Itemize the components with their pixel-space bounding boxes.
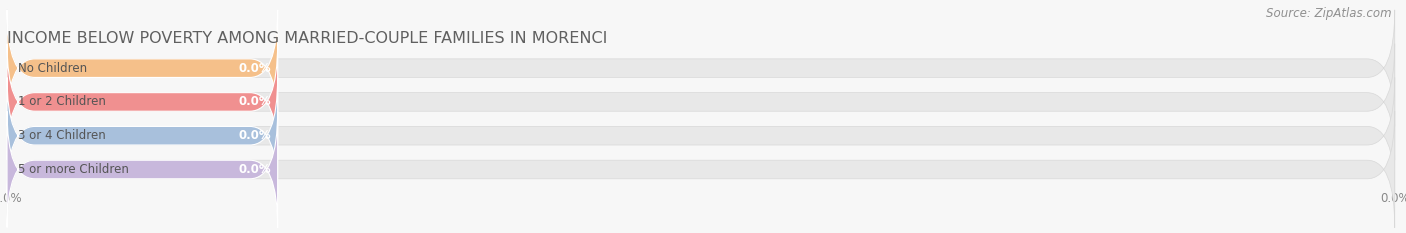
Text: No Children: No Children xyxy=(18,62,87,75)
FancyBboxPatch shape xyxy=(7,111,277,228)
Text: 3 or 4 Children: 3 or 4 Children xyxy=(18,129,105,142)
Text: 0.0%: 0.0% xyxy=(238,129,271,142)
FancyBboxPatch shape xyxy=(7,10,1395,127)
Text: Source: ZipAtlas.com: Source: ZipAtlas.com xyxy=(1267,7,1392,20)
FancyBboxPatch shape xyxy=(7,77,277,194)
Text: INCOME BELOW POVERTY AMONG MARRIED-COUPLE FAMILIES IN MORENCI: INCOME BELOW POVERTY AMONG MARRIED-COUPL… xyxy=(7,31,607,46)
FancyBboxPatch shape xyxy=(7,77,1395,194)
Text: 0.0%: 0.0% xyxy=(238,163,271,176)
Text: 1 or 2 Children: 1 or 2 Children xyxy=(18,96,105,108)
Text: 5 or more Children: 5 or more Children xyxy=(18,163,129,176)
FancyBboxPatch shape xyxy=(7,10,277,127)
FancyBboxPatch shape xyxy=(7,44,277,160)
FancyBboxPatch shape xyxy=(7,111,1395,228)
Text: 0.0%: 0.0% xyxy=(238,96,271,108)
FancyBboxPatch shape xyxy=(7,44,1395,160)
Text: 0.0%: 0.0% xyxy=(238,62,271,75)
